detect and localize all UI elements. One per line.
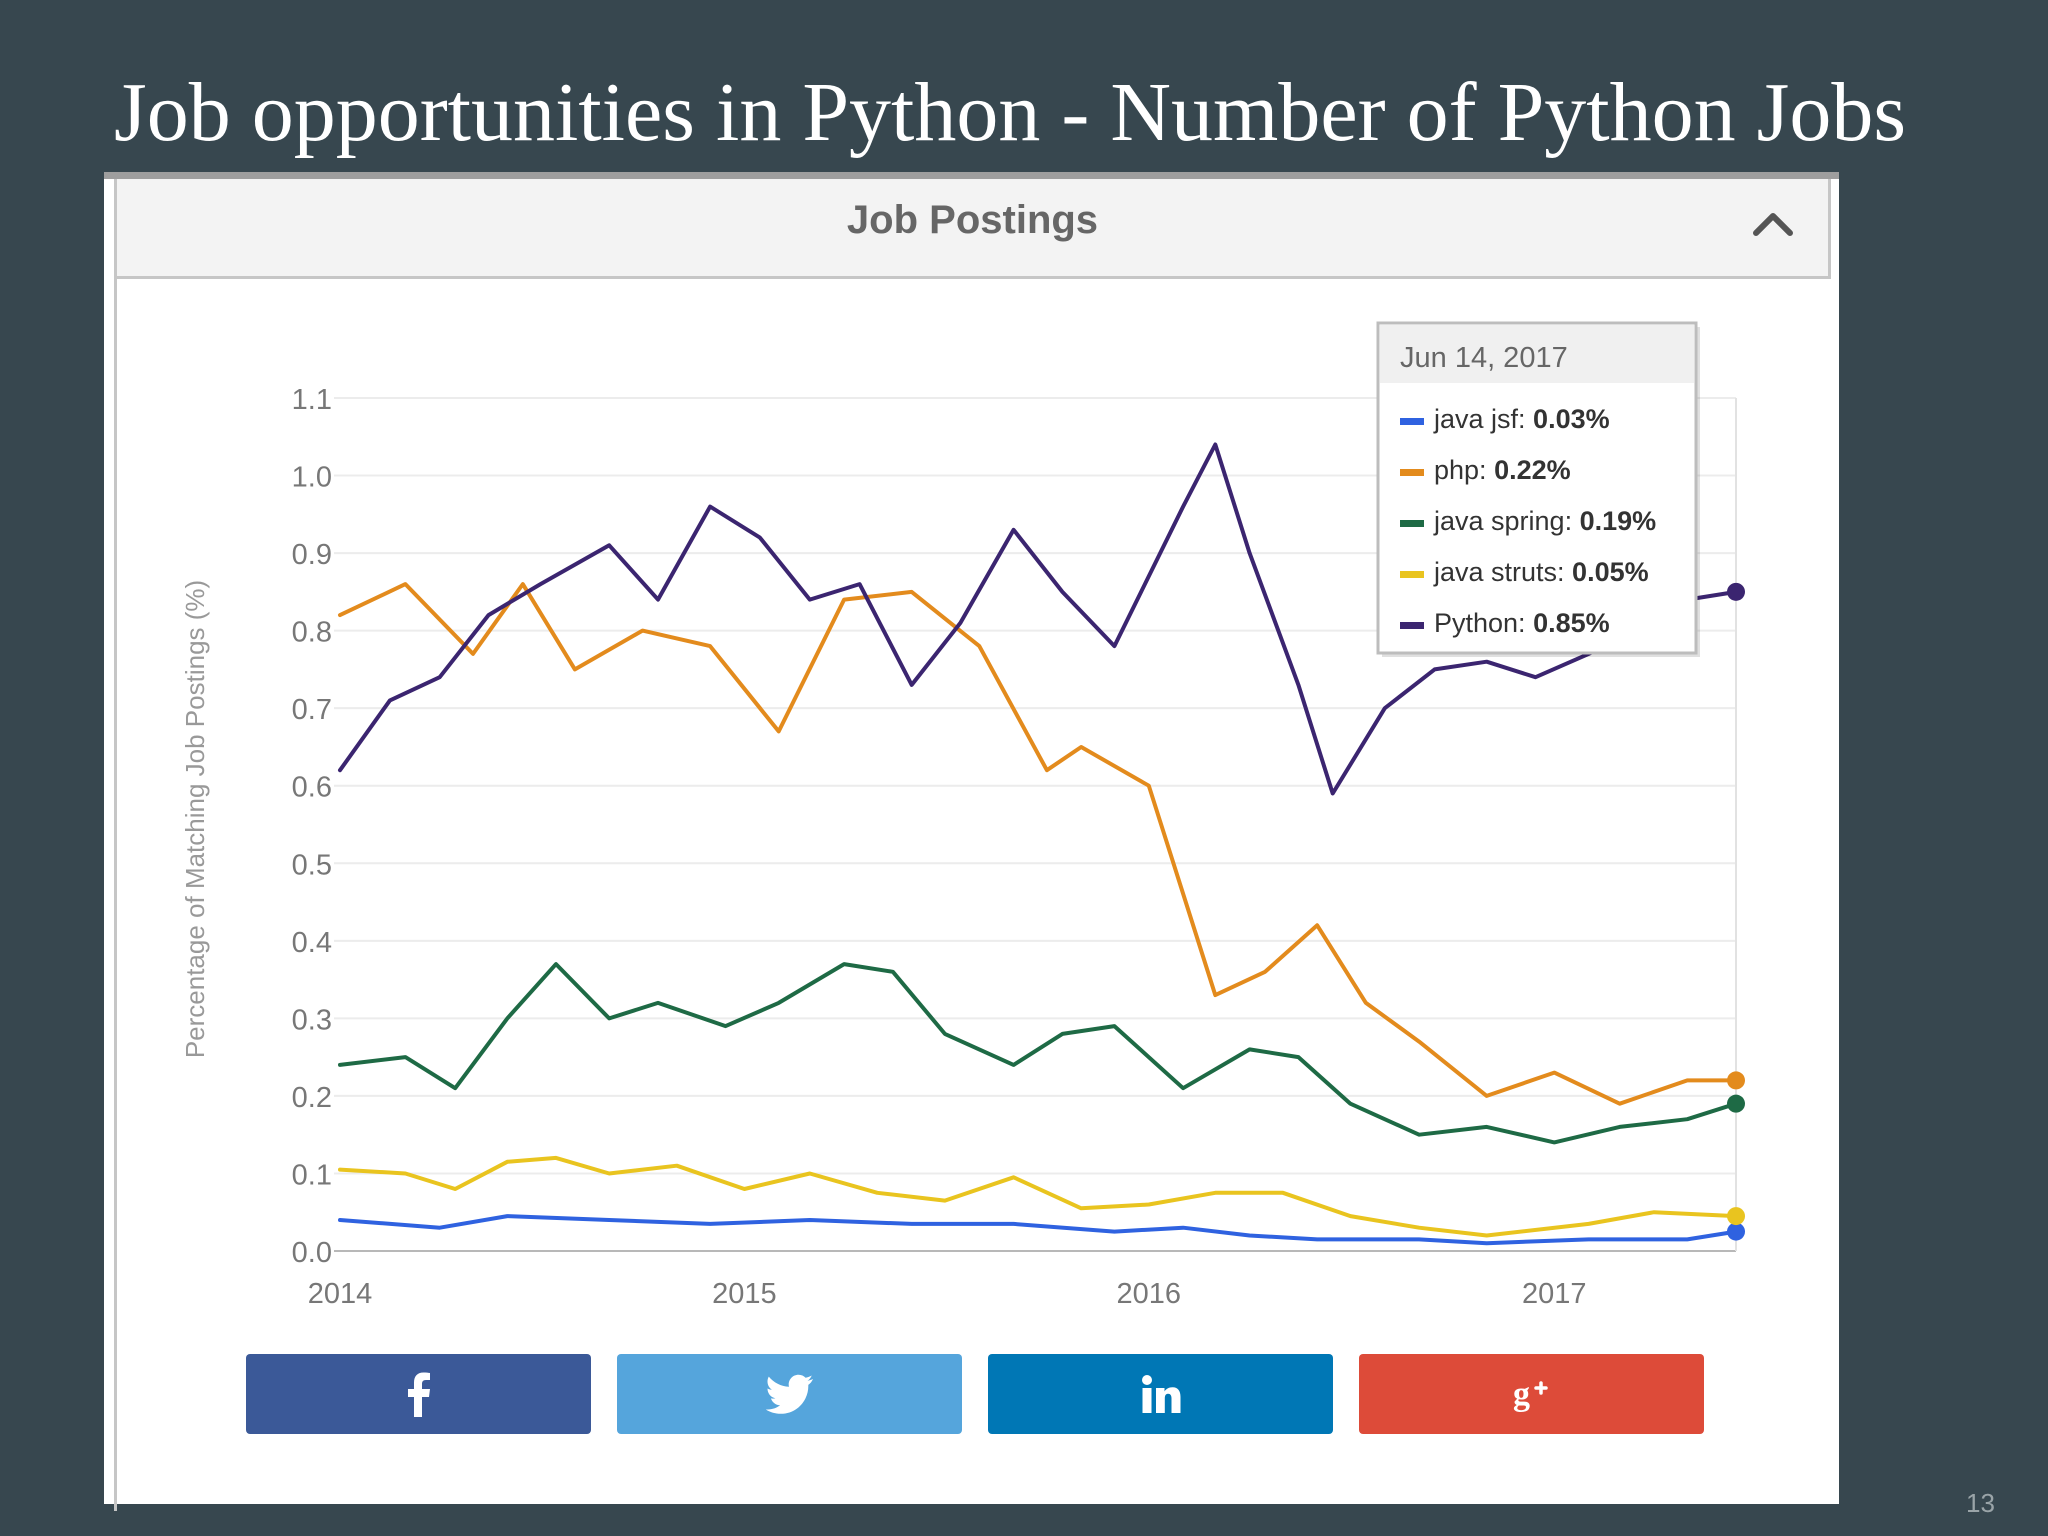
series-line-java-struts bbox=[338, 1155, 1738, 1238]
google-plus-icon: g bbox=[1513, 1376, 1548, 1413]
linkedin-icon bbox=[1141, 1375, 1180, 1413]
series-line-python bbox=[338, 442, 1738, 796]
tooltip-swatch bbox=[1400, 520, 1424, 527]
y-tick-label: 0.8 bbox=[292, 617, 332, 649]
series-end-point bbox=[1727, 1071, 1745, 1090]
y-tick-label: 0.1 bbox=[292, 1159, 332, 1191]
job-postings-panel: Job Postings 0.0 0.1 0.2 0.3 0.4 0.5 0.6 0.7 0.8… bbox=[104, 172, 1839, 1511]
panel-header: Job Postings bbox=[114, 179, 1831, 279]
tooltip-item: java spring: 0.19% bbox=[1433, 506, 1656, 536]
tooltip-series-name: java jsf: bbox=[1433, 404, 1533, 434]
y-tick-label: 1.0 bbox=[292, 462, 332, 494]
slide-title: Job opportunities in Python - Number of … bbox=[114, 66, 1907, 159]
tooltip-swatch bbox=[1400, 418, 1424, 425]
panel-border bbox=[114, 279, 117, 1511]
tooltip-swatch bbox=[1400, 469, 1424, 476]
series-end-point bbox=[1727, 1094, 1745, 1113]
linkedin-share-button[interactable] bbox=[988, 1354, 1333, 1434]
x-tick-label: 2016 bbox=[1117, 1278, 1182, 1310]
series-line-java-spring bbox=[338, 962, 1738, 1145]
x-tick-label: 2015 bbox=[712, 1278, 777, 1310]
series-end-point bbox=[1727, 1222, 1745, 1241]
facebook-icon bbox=[407, 1372, 430, 1417]
facebook-share-button[interactable] bbox=[246, 1354, 591, 1434]
tooltip-series-name: php: bbox=[1434, 455, 1494, 485]
x-tick-label: 2014 bbox=[308, 1278, 373, 1310]
svg-text:g: g bbox=[1513, 1376, 1530, 1413]
tooltip-item: Python: 0.85% bbox=[1434, 608, 1610, 638]
y-tick-label: 0.2 bbox=[292, 1082, 332, 1114]
y-tick-label: 0.4 bbox=[292, 927, 332, 959]
y-tick-label: 0.3 bbox=[292, 1004, 332, 1036]
series-line-java-jsf bbox=[338, 1214, 1738, 1246]
y-tick-label: 0.6 bbox=[292, 772, 332, 804]
y-tick-label: 0.0 bbox=[292, 1237, 332, 1269]
google-plus-share-button[interactable]: g bbox=[1359, 1354, 1704, 1434]
tooltip-series-value: 0.85% bbox=[1533, 608, 1610, 638]
y-tick-label: 0.7 bbox=[292, 694, 332, 726]
page-number: 13 bbox=[1966, 1488, 1995, 1518]
tooltip-series-value: 0.05% bbox=[1572, 557, 1649, 587]
y-axis-label: Percentage of Matching Job Postings (%) bbox=[180, 580, 210, 1058]
tooltip-series-name: Python: bbox=[1434, 608, 1533, 638]
tooltip-date: Jun 14, 2017 bbox=[1400, 342, 1568, 374]
job-postings-chart[interactable]: 0.0 0.1 0.2 0.3 0.4 0.5 0.6 0.7 0.8 0.9 1.0 1.1 2014… bbox=[104, 179, 1839, 1511]
tooltip-series-value: 0.03% bbox=[1533, 404, 1610, 434]
tooltip-swatch bbox=[1400, 571, 1424, 578]
tooltip-item: java jsf: 0.03% bbox=[1433, 404, 1610, 434]
tooltip-series-value: 0.22% bbox=[1494, 455, 1571, 485]
y-tick-label: 0.5 bbox=[292, 849, 332, 881]
series-line-php bbox=[338, 582, 1738, 1106]
tooltip-series-name: java spring: bbox=[1433, 506, 1580, 536]
tooltip-series-name: java struts: bbox=[1433, 557, 1572, 587]
series-end-point bbox=[1727, 1207, 1745, 1226]
tooltip-swatch bbox=[1400, 622, 1424, 629]
tooltip-header bbox=[1380, 325, 1694, 383]
tooltip-series-value: 0.19% bbox=[1580, 506, 1657, 536]
twitter-icon bbox=[765, 1374, 813, 1414]
x-tick-label: 2017 bbox=[1522, 1278, 1587, 1310]
tooltip-item: java struts: 0.05% bbox=[1433, 557, 1649, 587]
chevron-up-icon[interactable] bbox=[1748, 199, 1798, 249]
twitter-share-button[interactable] bbox=[617, 1354, 962, 1434]
tooltip-item: php: 0.22% bbox=[1434, 455, 1571, 485]
series-end-point bbox=[1727, 582, 1745, 601]
y-tick-label: 0.9 bbox=[292, 539, 332, 571]
y-tick-label: 1.1 bbox=[292, 384, 332, 416]
panel-title: Job Postings bbox=[846, 198, 1099, 242]
